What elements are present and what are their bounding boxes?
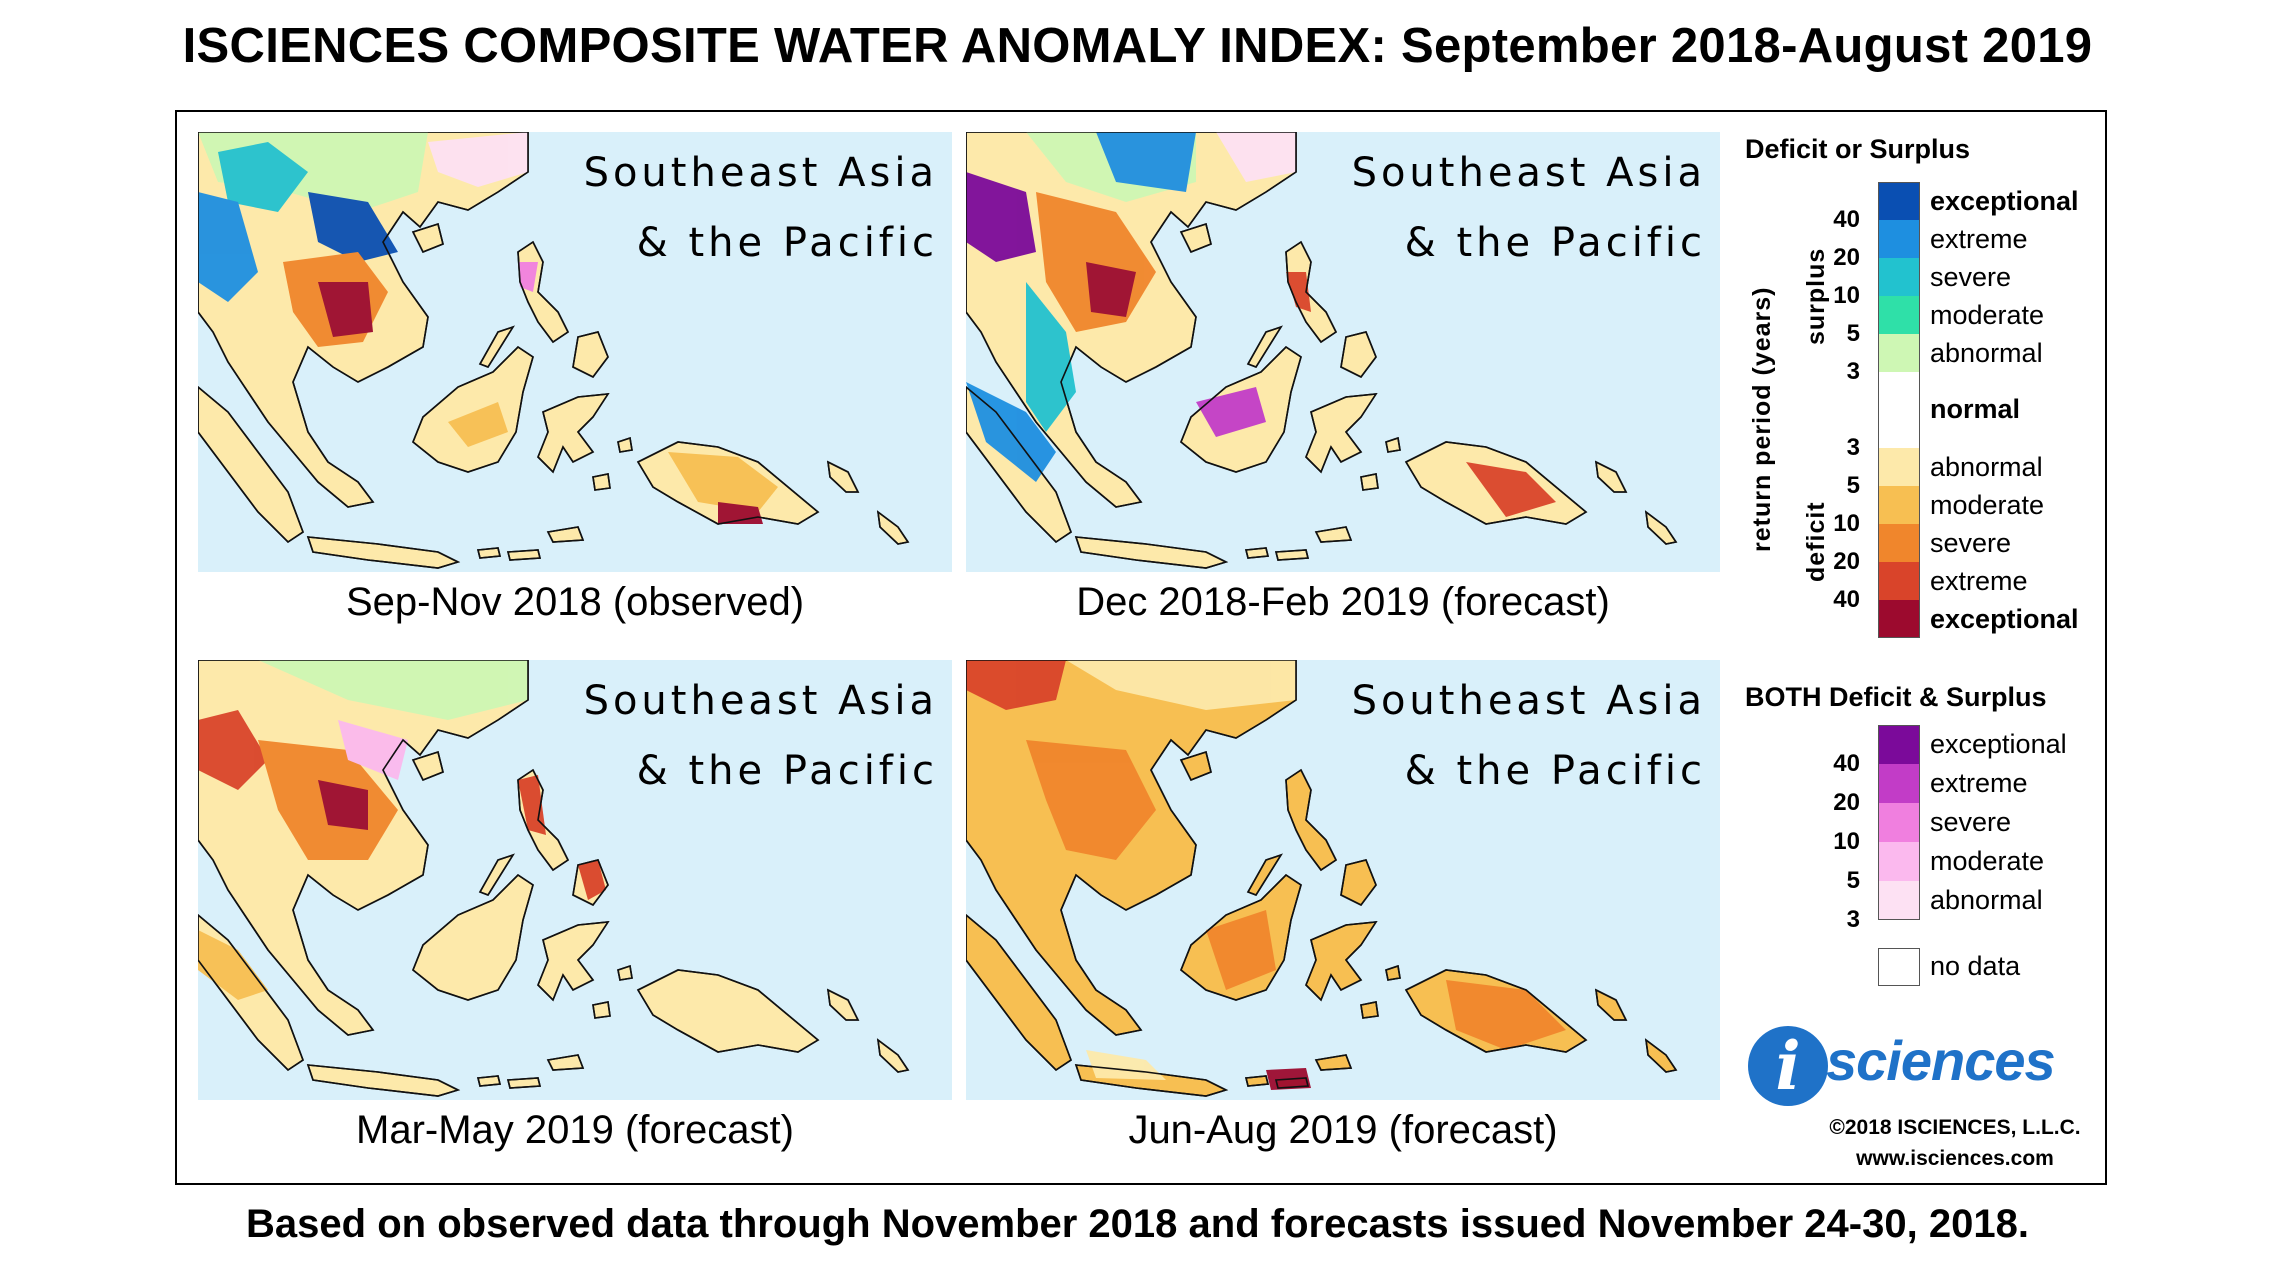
legend-tick-both: 3 — [1846, 906, 1860, 933]
legend-tick-both: 5 — [1846, 867, 1860, 894]
legend-title-deficit-surplus: Deficit or Surplus — [1745, 134, 1971, 164]
isciences-logo-text: sciences — [1826, 1029, 2056, 1092]
legend-tick-both: 40 — [1833, 750, 1860, 777]
legend-swatch-both — [1878, 764, 1920, 803]
legend-label-both: abnormal — [1930, 885, 2043, 915]
map-panel-jun-aug-2019: Southeast Asia & the Pacific — [966, 660, 1720, 1100]
legend-swatch-no-data — [1878, 948, 1920, 986]
legend-swatch-deficit — [1878, 562, 1920, 600]
map-mar-may-2019 — [198, 660, 952, 1100]
region-label: Southeast Asia & the Pacific — [1351, 678, 1706, 794]
legend-swatch-surplus — [1878, 258, 1920, 296]
legend-axis-label: return period (years) — [1748, 286, 1776, 552]
legend-label-surplus: abnormal — [1930, 338, 2043, 368]
legend-title-both: BOTH Deficit & Surplus — [1745, 682, 2047, 712]
legend-label-surplus: exceptional — [1930, 186, 2079, 216]
legend-label-normal: normal — [1930, 394, 2021, 424]
legend-swatch-surplus — [1878, 182, 1920, 220]
legend-tick-surplus: 5 — [1846, 320, 1860, 347]
legend-swatch-surplus — [1878, 296, 1920, 334]
legend-label-deficit: exceptional — [1930, 604, 2079, 634]
panel-caption: Dec 2018-Feb 2019 (forecast) — [1076, 580, 1610, 624]
legend-label-deficit: abnormal — [1930, 452, 2043, 482]
legend-tick-both: 10 — [1833, 828, 1860, 855]
map-panel-sep-nov-2018: Southeast Asia & the Pacific — [198, 132, 952, 572]
copyright: ©2018 ISCIENCES, L.L.C. — [1829, 1116, 2081, 1139]
legend-swatch-normal — [1878, 372, 1920, 448]
anomaly-patches — [198, 132, 778, 524]
legend-label-deficit: extreme — [1930, 566, 2028, 596]
legend-label-both: exceptional — [1930, 729, 2067, 759]
legend-label-surplus: moderate — [1930, 300, 2045, 330]
figure-frame — [175, 110, 2107, 1185]
panel-caption: Jun-Aug 2019 (forecast) — [1128, 1108, 1558, 1152]
map-jun-aug-2019 — [966, 660, 1720, 1100]
map-panel-mar-may-2019: Southeast Asia & the Pacific — [198, 660, 952, 1100]
legend-label-surplus: extreme — [1930, 224, 2028, 254]
legend-swatch-both — [1878, 725, 1920, 764]
anomaly-patches — [966, 132, 1556, 517]
map-dec-feb-2019 — [966, 132, 1720, 572]
legend-swatch-surplus — [1878, 334, 1920, 372]
region-label: Southeast Asia & the Pacific — [1351, 150, 1706, 266]
legend-tick-deficit: 40 — [1833, 586, 1860, 613]
legend-label-surplus: severe — [1930, 262, 2012, 292]
legend-tick-surplus: 40 — [1833, 206, 1860, 233]
legend-swatch-surplus — [1878, 220, 1920, 258]
legend-tick-surplus: 3 — [1846, 358, 1860, 385]
region-label: Southeast Asia & the Pacific — [583, 678, 938, 794]
website: www.isciences.com — [1856, 1147, 2054, 1170]
legend-swatch-both — [1878, 842, 1920, 881]
legend-label-both: moderate — [1930, 846, 2045, 876]
legend-swatch-deficit — [1878, 600, 1920, 638]
legend-swatch-both — [1878, 803, 1920, 842]
map-panel-dec-feb-2019: Southeast Asia & the Pacific — [966, 132, 1720, 572]
legend-swatch-both — [1878, 881, 1920, 920]
page-title: ISCIENCES COMPOSITE WATER ANOMALY INDEX:… — [182, 19, 2093, 73]
footer-note: Based on observed data through November … — [246, 1202, 2029, 1246]
legend-tick-deficit: 3 — [1846, 434, 1860, 461]
legend-tick-deficit: 5 — [1846, 472, 1860, 499]
isciences-logo-icon: i — [1748, 1026, 1828, 1106]
legend-tick-both: 20 — [1833, 789, 1860, 816]
panel-caption: Sep-Nov 2018 (observed) — [345, 580, 805, 624]
legend-label-both: extreme — [1930, 768, 2028, 798]
legend-tick-deficit: 10 — [1833, 510, 1860, 537]
legend-swatch-deficit — [1878, 524, 1920, 562]
region-label: Southeast Asia & the Pacific — [583, 150, 938, 266]
legend-swatch-deficit — [1878, 448, 1920, 486]
panel-caption: Mar-May 2019 (forecast) — [356, 1108, 794, 1152]
legend-tick-surplus: 10 — [1833, 282, 1860, 309]
legend-label-both: severe — [1930, 807, 2012, 837]
map-sep-nov-2018 — [198, 132, 952, 572]
legend-swatch-deficit — [1878, 486, 1920, 524]
legend-tick-deficit: 20 — [1833, 548, 1860, 575]
anomaly-patches — [198, 660, 606, 1000]
legend-label-deficit: severe — [1930, 528, 2012, 558]
legend-tick-surplus: 20 — [1833, 244, 1860, 271]
legend-label-deficit: moderate — [1930, 490, 2045, 520]
legend-label-no-data: no data — [1930, 951, 2021, 981]
